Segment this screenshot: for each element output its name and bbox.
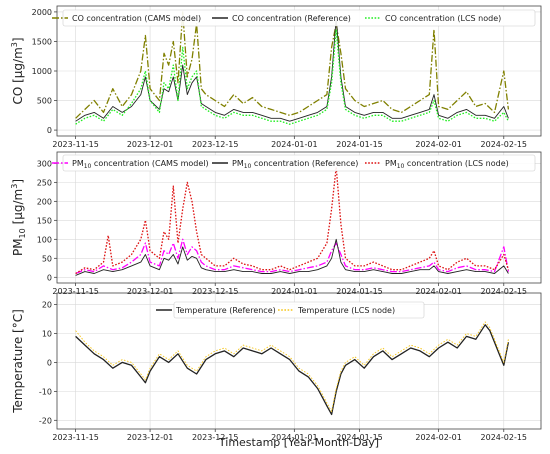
x-tick-label: 2023-11-15 (52, 433, 99, 442)
plot-frame (56, 292, 542, 430)
series-line (75, 324, 510, 416)
series-line (75, 11, 510, 119)
x-tick-label: 2023-12-15 (192, 433, 239, 442)
y-axis-label: CO [µg/m3] (10, 37, 25, 104)
x-tick-label: 2024-02-01 (415, 433, 462, 442)
series-line (75, 321, 509, 413)
series-line (75, 238, 509, 276)
legend-entry: PM10 concentration (Reference) (232, 159, 358, 170)
chart-panel-1: 0 500 1000 1500 2000 2023-11-15 2023-12-01 2023… (10, 5, 542, 149)
x-tick-label: 2024-01-15 (336, 140, 383, 149)
y-tick-label: -10 (39, 387, 52, 396)
y-tick-label: 300 (37, 159, 52, 168)
y-tick-label: 0 (47, 358, 52, 367)
x-tick-label: 2024-02-01 (415, 140, 462, 149)
x-tick-label: 2024-02-15 (481, 140, 528, 149)
x-tick-label: 2024-01-15 (336, 287, 383, 296)
x-tick-label: 2024-02-15 (481, 287, 528, 296)
x-tick-label: 2024-01-01 (271, 140, 318, 149)
legend-box (62, 154, 536, 172)
y-axis-label: PM10 [µg/m3] (10, 179, 27, 256)
x-tick-label: 2023-12-15 (192, 140, 239, 149)
y-tick-label: 0 (47, 273, 52, 282)
legend-entry: CO concentration (CAMS model) (72, 14, 201, 23)
y-tick-label: 200 (37, 197, 52, 206)
legend-entry: Temperature (LCS node) (297, 306, 395, 315)
legend-entry: Temperature (Reference) (175, 306, 276, 315)
chart-panel-2: 0 50 100 150 200 250 300 2023-11-15 2023-12-01 20… (10, 151, 542, 296)
legend-entry: CO concentration (Reference) (232, 14, 351, 23)
legend: PM10 concentration (CAMS model) PM10 conc… (52, 154, 536, 172)
y-tick-label: 250 (37, 178, 52, 187)
legend-entry: PM10 concentration (LCS node) (385, 159, 509, 170)
y-tick-label: 150 (37, 216, 52, 225)
y-tick-label: 1500 (32, 37, 52, 46)
legend-entry: PM10 concentration (CAMS model) (72, 159, 209, 170)
x-tick-label: 2024-02-15 (481, 433, 528, 442)
y-tick-label: 2000 (32, 8, 52, 17)
y-axis-label: Temperature [°C] (11, 309, 25, 414)
y-tick-label: 0 (47, 126, 52, 135)
legend: CO concentration (CAMS model) CO concentr… (52, 9, 536, 27)
y-tick-label: 100 (37, 235, 52, 244)
legend-box (173, 301, 425, 319)
y-tick-label: -20 (39, 416, 52, 425)
y-tick-label: 10 (42, 330, 52, 339)
x-tick-label: 2024-01-01 (271, 287, 318, 296)
series-line (75, 17, 509, 122)
x-tick-label: 2024-01-15 (336, 433, 383, 442)
plot-frame (56, 151, 542, 284)
y-tick-label: 1000 (32, 67, 52, 76)
x-tick-label: 2023-12-01 (127, 433, 174, 442)
y-tick-label: 500 (37, 97, 52, 106)
x-tick-label: 2023-11-15 (52, 140, 99, 149)
series-line (75, 28, 509, 125)
x-tick-label: 2024-02-01 (415, 287, 462, 296)
x-axis-label: Timestamp [Year-Month-Day] (218, 436, 379, 449)
chart-panel-3: -20 -10 0 10 20 2023-11-15 2023-12-01 2023-12-1… (11, 292, 542, 449)
x-tick-label: 2023-12-01 (127, 140, 174, 149)
y-tick-label: 50 (42, 254, 52, 263)
legend: Temperature (Reference) Temperature (LCS … (156, 301, 425, 319)
x-tick-label: 2023-12-01 (127, 287, 174, 296)
y-tick-label: 20 (42, 301, 52, 310)
x-tick-label: 2024-01-01 (271, 433, 318, 442)
x-tick-label: 2023-12-15 (192, 287, 239, 296)
legend-box (62, 9, 536, 27)
x-tick-label: 2023-11-15 (52, 287, 99, 296)
series-line (75, 166, 510, 275)
legend-entry: CO concentration (LCS node) (385, 14, 501, 23)
series-line (75, 238, 510, 275)
